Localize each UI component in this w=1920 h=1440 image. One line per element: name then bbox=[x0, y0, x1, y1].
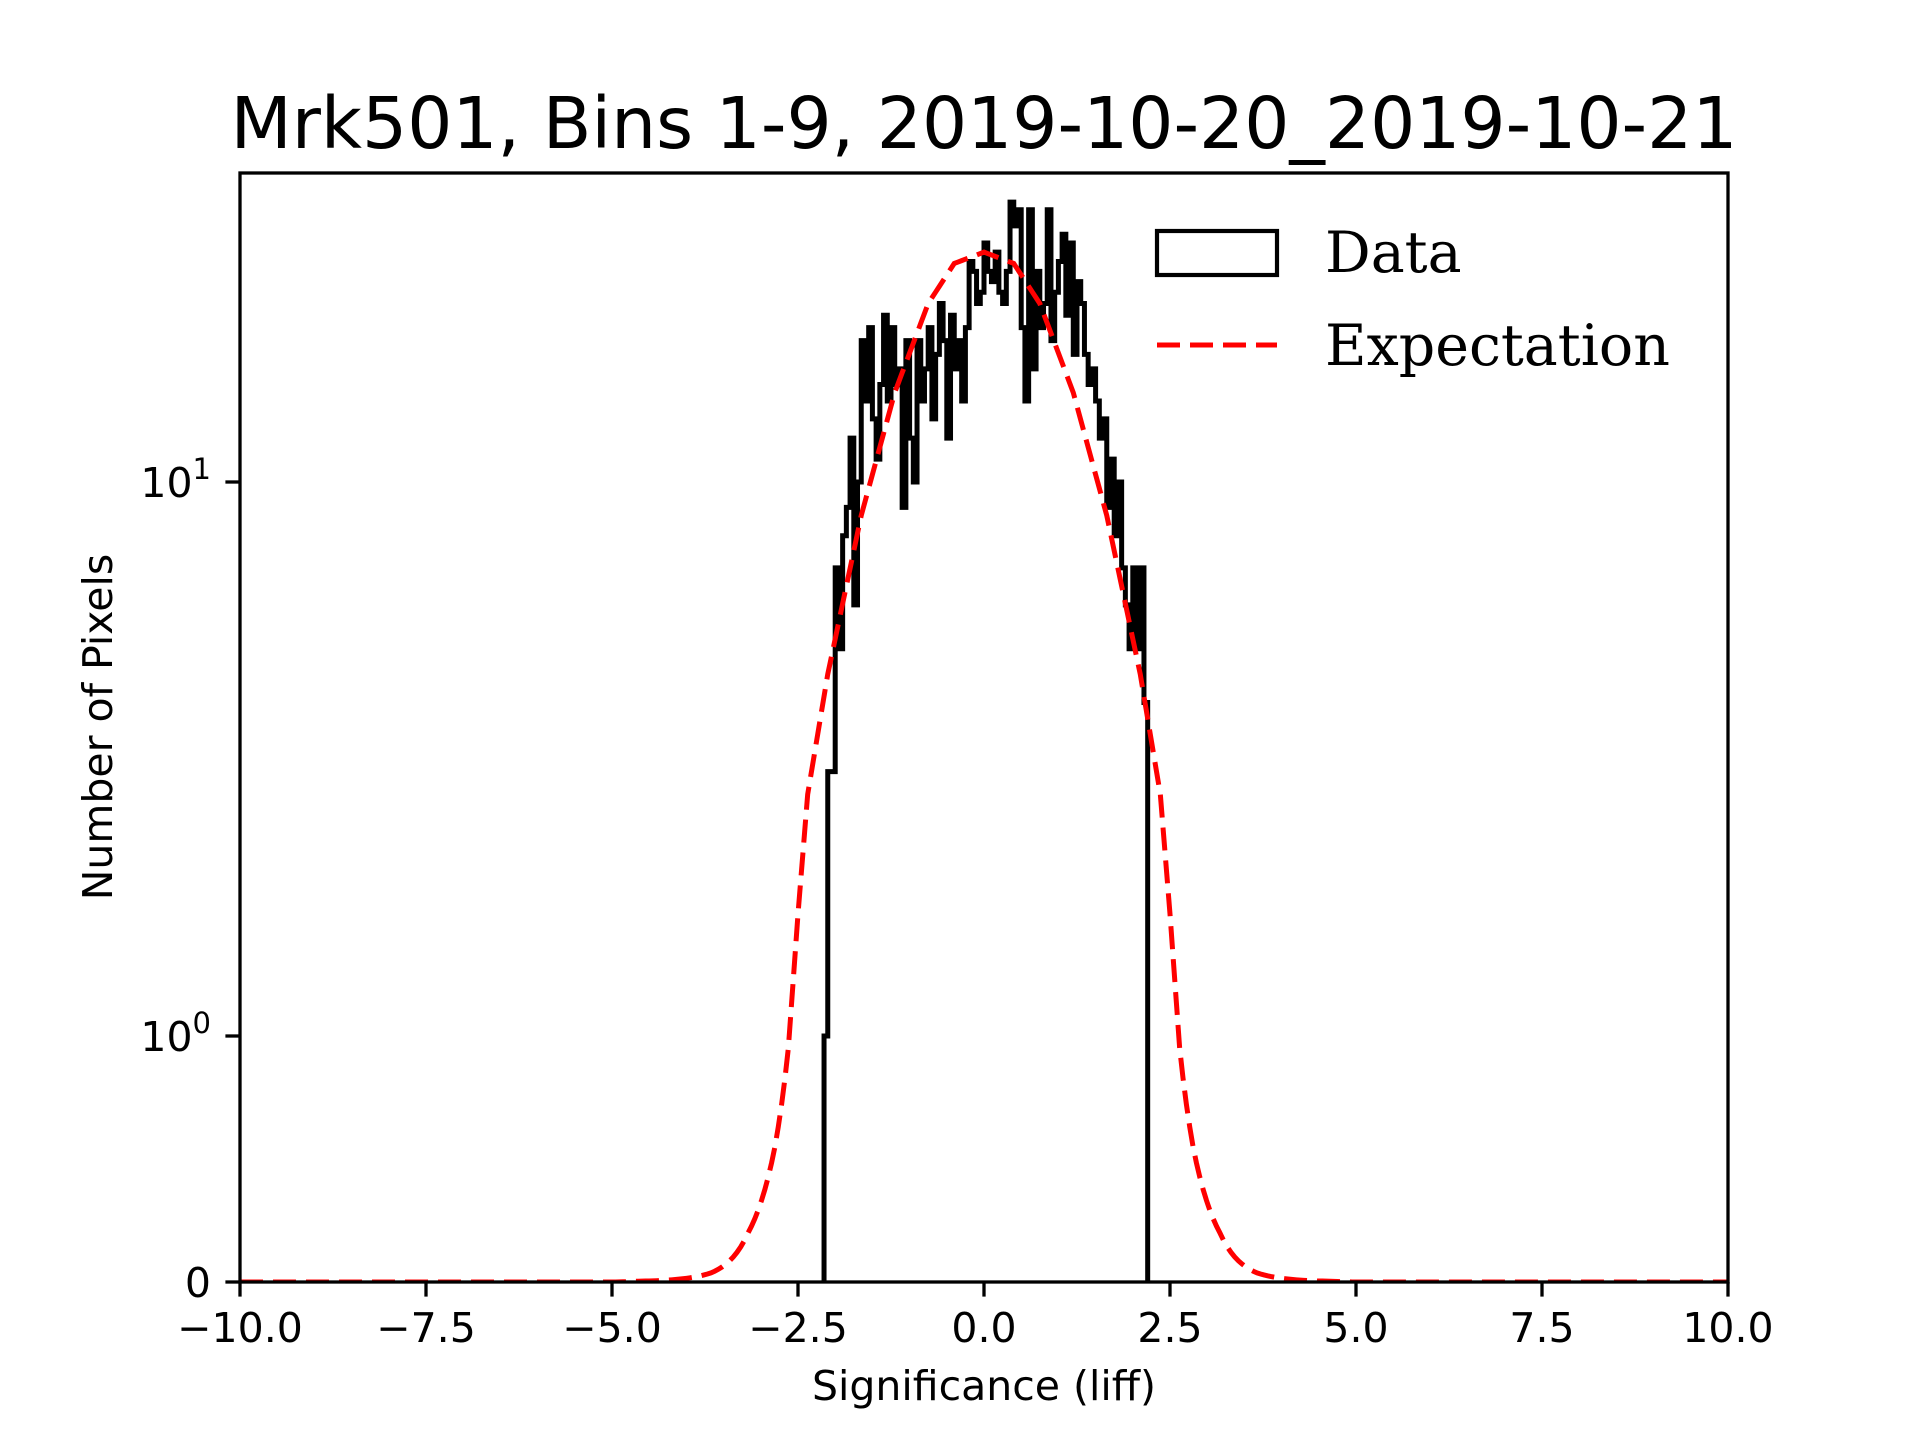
x-tick-label: 5.0 bbox=[1323, 1304, 1388, 1352]
y-axis-label: Number of Pixels bbox=[74, 554, 122, 900]
y-tick-label: 101 bbox=[140, 452, 211, 507]
x-tick-label: 0.0 bbox=[951, 1304, 1016, 1352]
legend-data-swatch bbox=[1154, 228, 1280, 278]
y-axis-ticks: 0 100 101 bbox=[140, 452, 240, 1307]
legend: Data Expectation bbox=[1154, 220, 1670, 379]
x-tick-label: 7.5 bbox=[1509, 1304, 1574, 1352]
x-axis-ticks: −10.0 −7.5 −5.0 −2.5 0.0 2.5 5.0 7.5 10.0 bbox=[177, 1282, 1774, 1352]
x-tick-label: −5.0 bbox=[562, 1304, 662, 1352]
data-histogram-step bbox=[821, 199, 1151, 1282]
y-tick-label: 100 bbox=[140, 1006, 211, 1061]
x-tick-label: −10.0 bbox=[177, 1304, 303, 1352]
x-tick-label: −7.5 bbox=[376, 1304, 476, 1352]
chart-title: Mrk501, Bins 1-9, 2019-10-20_2019-10-21 bbox=[230, 82, 1737, 165]
x-tick-label: −2.5 bbox=[748, 1304, 848, 1352]
x-tick-label: 10.0 bbox=[1682, 1304, 1773, 1352]
legend-expectation-label: Expectation bbox=[1325, 313, 1670, 379]
expectation-curve bbox=[240, 249, 1728, 1282]
x-axis-label: Significance (liff) bbox=[812, 1362, 1156, 1410]
y-tick-label: 0 bbox=[185, 1259, 211, 1307]
x-tick-label: 2.5 bbox=[1137, 1304, 1202, 1352]
legend-data-label: Data bbox=[1325, 220, 1462, 286]
plot-area bbox=[240, 199, 1728, 1282]
